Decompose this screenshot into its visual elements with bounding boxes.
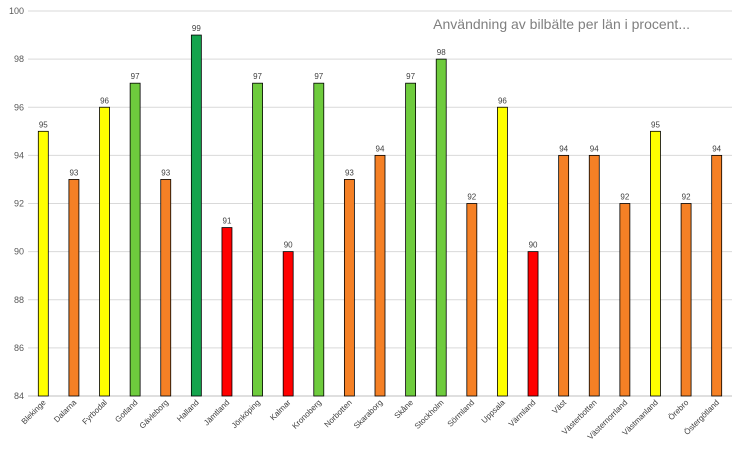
x-category-label: Sörmland bbox=[446, 398, 477, 429]
bar bbox=[99, 106, 110, 397]
bar bbox=[252, 82, 263, 397]
bar bbox=[190, 34, 202, 397]
bar bbox=[588, 154, 600, 397]
data-label: 94 bbox=[712, 144, 721, 153]
x-category-label: Kalmar bbox=[268, 398, 293, 423]
x-category-label: Fyrbodal bbox=[81, 398, 110, 427]
data-label: 97 bbox=[314, 72, 323, 81]
bar bbox=[37, 130, 49, 397]
data-labels: 95 93 96 97 93 99 91 97 90 97 93 94 97 98 92 96 90 94 94 92… bbox=[39, 24, 722, 250]
y-tick-label: 100 bbox=[9, 6, 24, 16]
x-category-label: Stockholm bbox=[413, 398, 446, 431]
data-label: 96 bbox=[100, 96, 109, 105]
bar bbox=[343, 179, 355, 397]
data-label: 96 bbox=[498, 96, 507, 105]
bar bbox=[374, 154, 386, 397]
x-category-label: Jönköping bbox=[230, 398, 262, 430]
data-label: 97 bbox=[253, 72, 262, 81]
x-category-label: Jämtland bbox=[202, 398, 231, 427]
chart-title: Användning av bilbälte per län i procent… bbox=[433, 16, 690, 32]
bar bbox=[619, 203, 631, 397]
data-label: 90 bbox=[284, 241, 293, 250]
data-label: 99 bbox=[192, 24, 201, 33]
data-label: 97 bbox=[406, 72, 415, 81]
y-tick-label: 84 bbox=[14, 391, 24, 401]
data-label: 92 bbox=[620, 193, 629, 202]
x-category-label: Örebro bbox=[667, 398, 691, 422]
data-label: 94 bbox=[559, 144, 568, 153]
bars bbox=[37, 34, 723, 397]
x-category-label: Gotland bbox=[113, 398, 139, 424]
bar bbox=[711, 154, 723, 397]
bar bbox=[282, 251, 294, 397]
x-category-label: Värmland bbox=[507, 398, 538, 429]
data-label: 97 bbox=[131, 72, 140, 81]
x-category-label: Kronoberg bbox=[290, 398, 323, 431]
bar bbox=[129, 82, 141, 397]
data-label: 90 bbox=[529, 241, 538, 250]
x-category-label: Skaraborg bbox=[352, 398, 384, 430]
y-tick-label: 94 bbox=[14, 150, 24, 160]
data-label: 93 bbox=[345, 168, 354, 177]
y-tick-label: 92 bbox=[14, 199, 24, 209]
x-category-label: Norbotten bbox=[323, 398, 354, 429]
y-tick-label: 90 bbox=[14, 247, 24, 257]
bar bbox=[435, 58, 447, 397]
bar bbox=[527, 251, 539, 397]
data-label: 93 bbox=[161, 168, 170, 177]
x-category-label: Halland bbox=[175, 398, 201, 424]
bar bbox=[466, 203, 478, 397]
x-category-label: Gävleborg bbox=[138, 398, 170, 430]
bar bbox=[558, 154, 570, 397]
bar bbox=[650, 130, 661, 397]
y-tick-label: 88 bbox=[14, 295, 24, 305]
bar bbox=[497, 106, 508, 397]
data-label: 92 bbox=[467, 193, 476, 202]
y-tick-label: 98 bbox=[14, 54, 24, 64]
data-label: 98 bbox=[437, 48, 446, 57]
data-label: 95 bbox=[39, 120, 48, 129]
bar bbox=[221, 227, 233, 397]
bar bbox=[680, 203, 692, 397]
data-label: 94 bbox=[376, 144, 385, 153]
y-axis-ticks: 84 86 88 90 92 94 96 98 100 bbox=[9, 6, 24, 401]
x-category-label: Dalarna bbox=[52, 398, 79, 425]
data-label: 92 bbox=[682, 193, 691, 202]
data-label: 94 bbox=[590, 144, 599, 153]
x-category-label: Uppsala bbox=[480, 398, 508, 426]
data-label: 91 bbox=[223, 217, 232, 226]
data-label: 95 bbox=[651, 120, 660, 129]
x-category-label: Skåne bbox=[393, 398, 416, 421]
x-category-label: Blekinge bbox=[20, 398, 48, 426]
bar bbox=[405, 82, 417, 397]
data-label: 93 bbox=[69, 168, 78, 177]
y-tick-label: 86 bbox=[14, 343, 24, 353]
bar bbox=[68, 179, 80, 397]
y-tick-label: 96 bbox=[14, 102, 24, 112]
bar bbox=[160, 179, 172, 397]
bar bbox=[313, 82, 325, 397]
x-category-label: Väst bbox=[550, 398, 568, 416]
